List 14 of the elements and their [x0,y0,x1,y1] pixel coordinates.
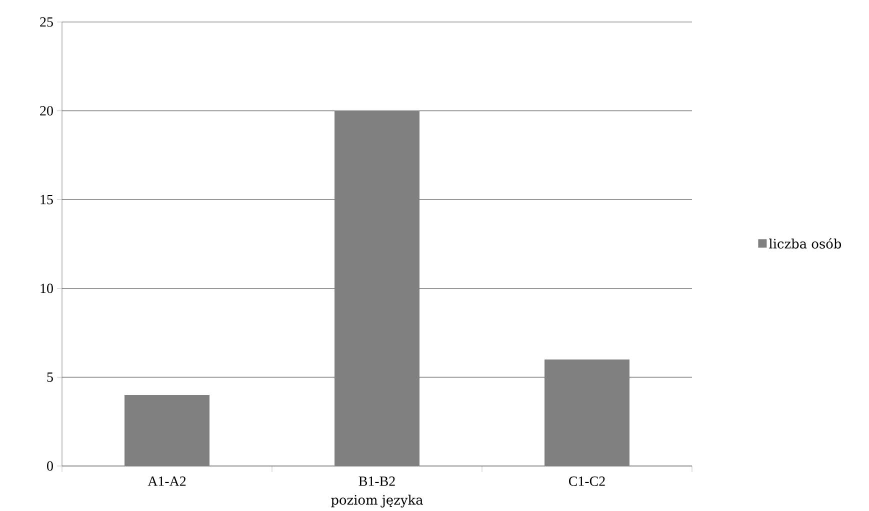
bar [544,360,630,466]
x-tick-label: C1-C2 [568,476,605,486]
y-tick-label: 25 [40,17,53,27]
y-tick-label: 15 [40,195,53,204]
y-tick-label: 0 [47,461,53,471]
y-tick-label: 5 [47,372,53,382]
y-tick-label: 10 [40,284,53,294]
x-tick-label: B1-B2 [358,476,395,486]
y-tick-label: 20 [40,106,53,116]
bar [124,395,210,466]
bar [334,110,420,466]
legend-label: liczba osób [769,238,842,249]
x-axis-title: poziom języka [331,494,423,508]
x-tick-label: A1-A2 [148,476,186,486]
